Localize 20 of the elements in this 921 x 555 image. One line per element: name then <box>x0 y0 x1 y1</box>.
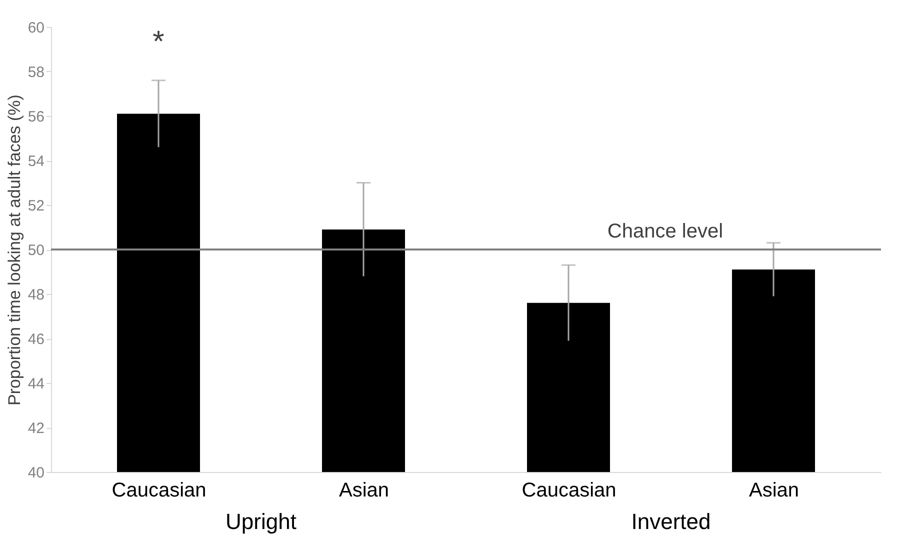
y-tick-label: 56 <box>28 108 44 126</box>
y-tick-label: 46 <box>28 331 44 348</box>
y-tick-label: 54 <box>28 153 44 170</box>
text: Inverted <box>631 509 711 534</box>
y-tick-label: 48 <box>28 286 44 304</box>
y-tick-label: 60 <box>28 20 44 36</box>
y-tick-label: 44 <box>28 376 44 392</box>
y-tick-label: 42 <box>28 420 44 437</box>
x-tick-label: Asian <box>338 480 390 502</box>
annotation: * <box>152 25 165 58</box>
text: Upright <box>226 509 296 534</box>
ref-line-label: Chance level <box>607 220 724 242</box>
y-tick-label: 58 <box>28 64 44 81</box>
y-tick-label: 40 <box>28 464 44 482</box>
y-axis-title: Proportion time looking at adult faces (%) <box>4 94 24 406</box>
x-tick-label: Caucasian <box>112 480 206 502</box>
y-tick-label: 50 <box>28 242 44 259</box>
x-tick-label: Caucasian <box>522 480 616 502</box>
x-tick-label: Asian <box>748 480 800 502</box>
y-tick-label: 52 <box>28 198 44 214</box>
